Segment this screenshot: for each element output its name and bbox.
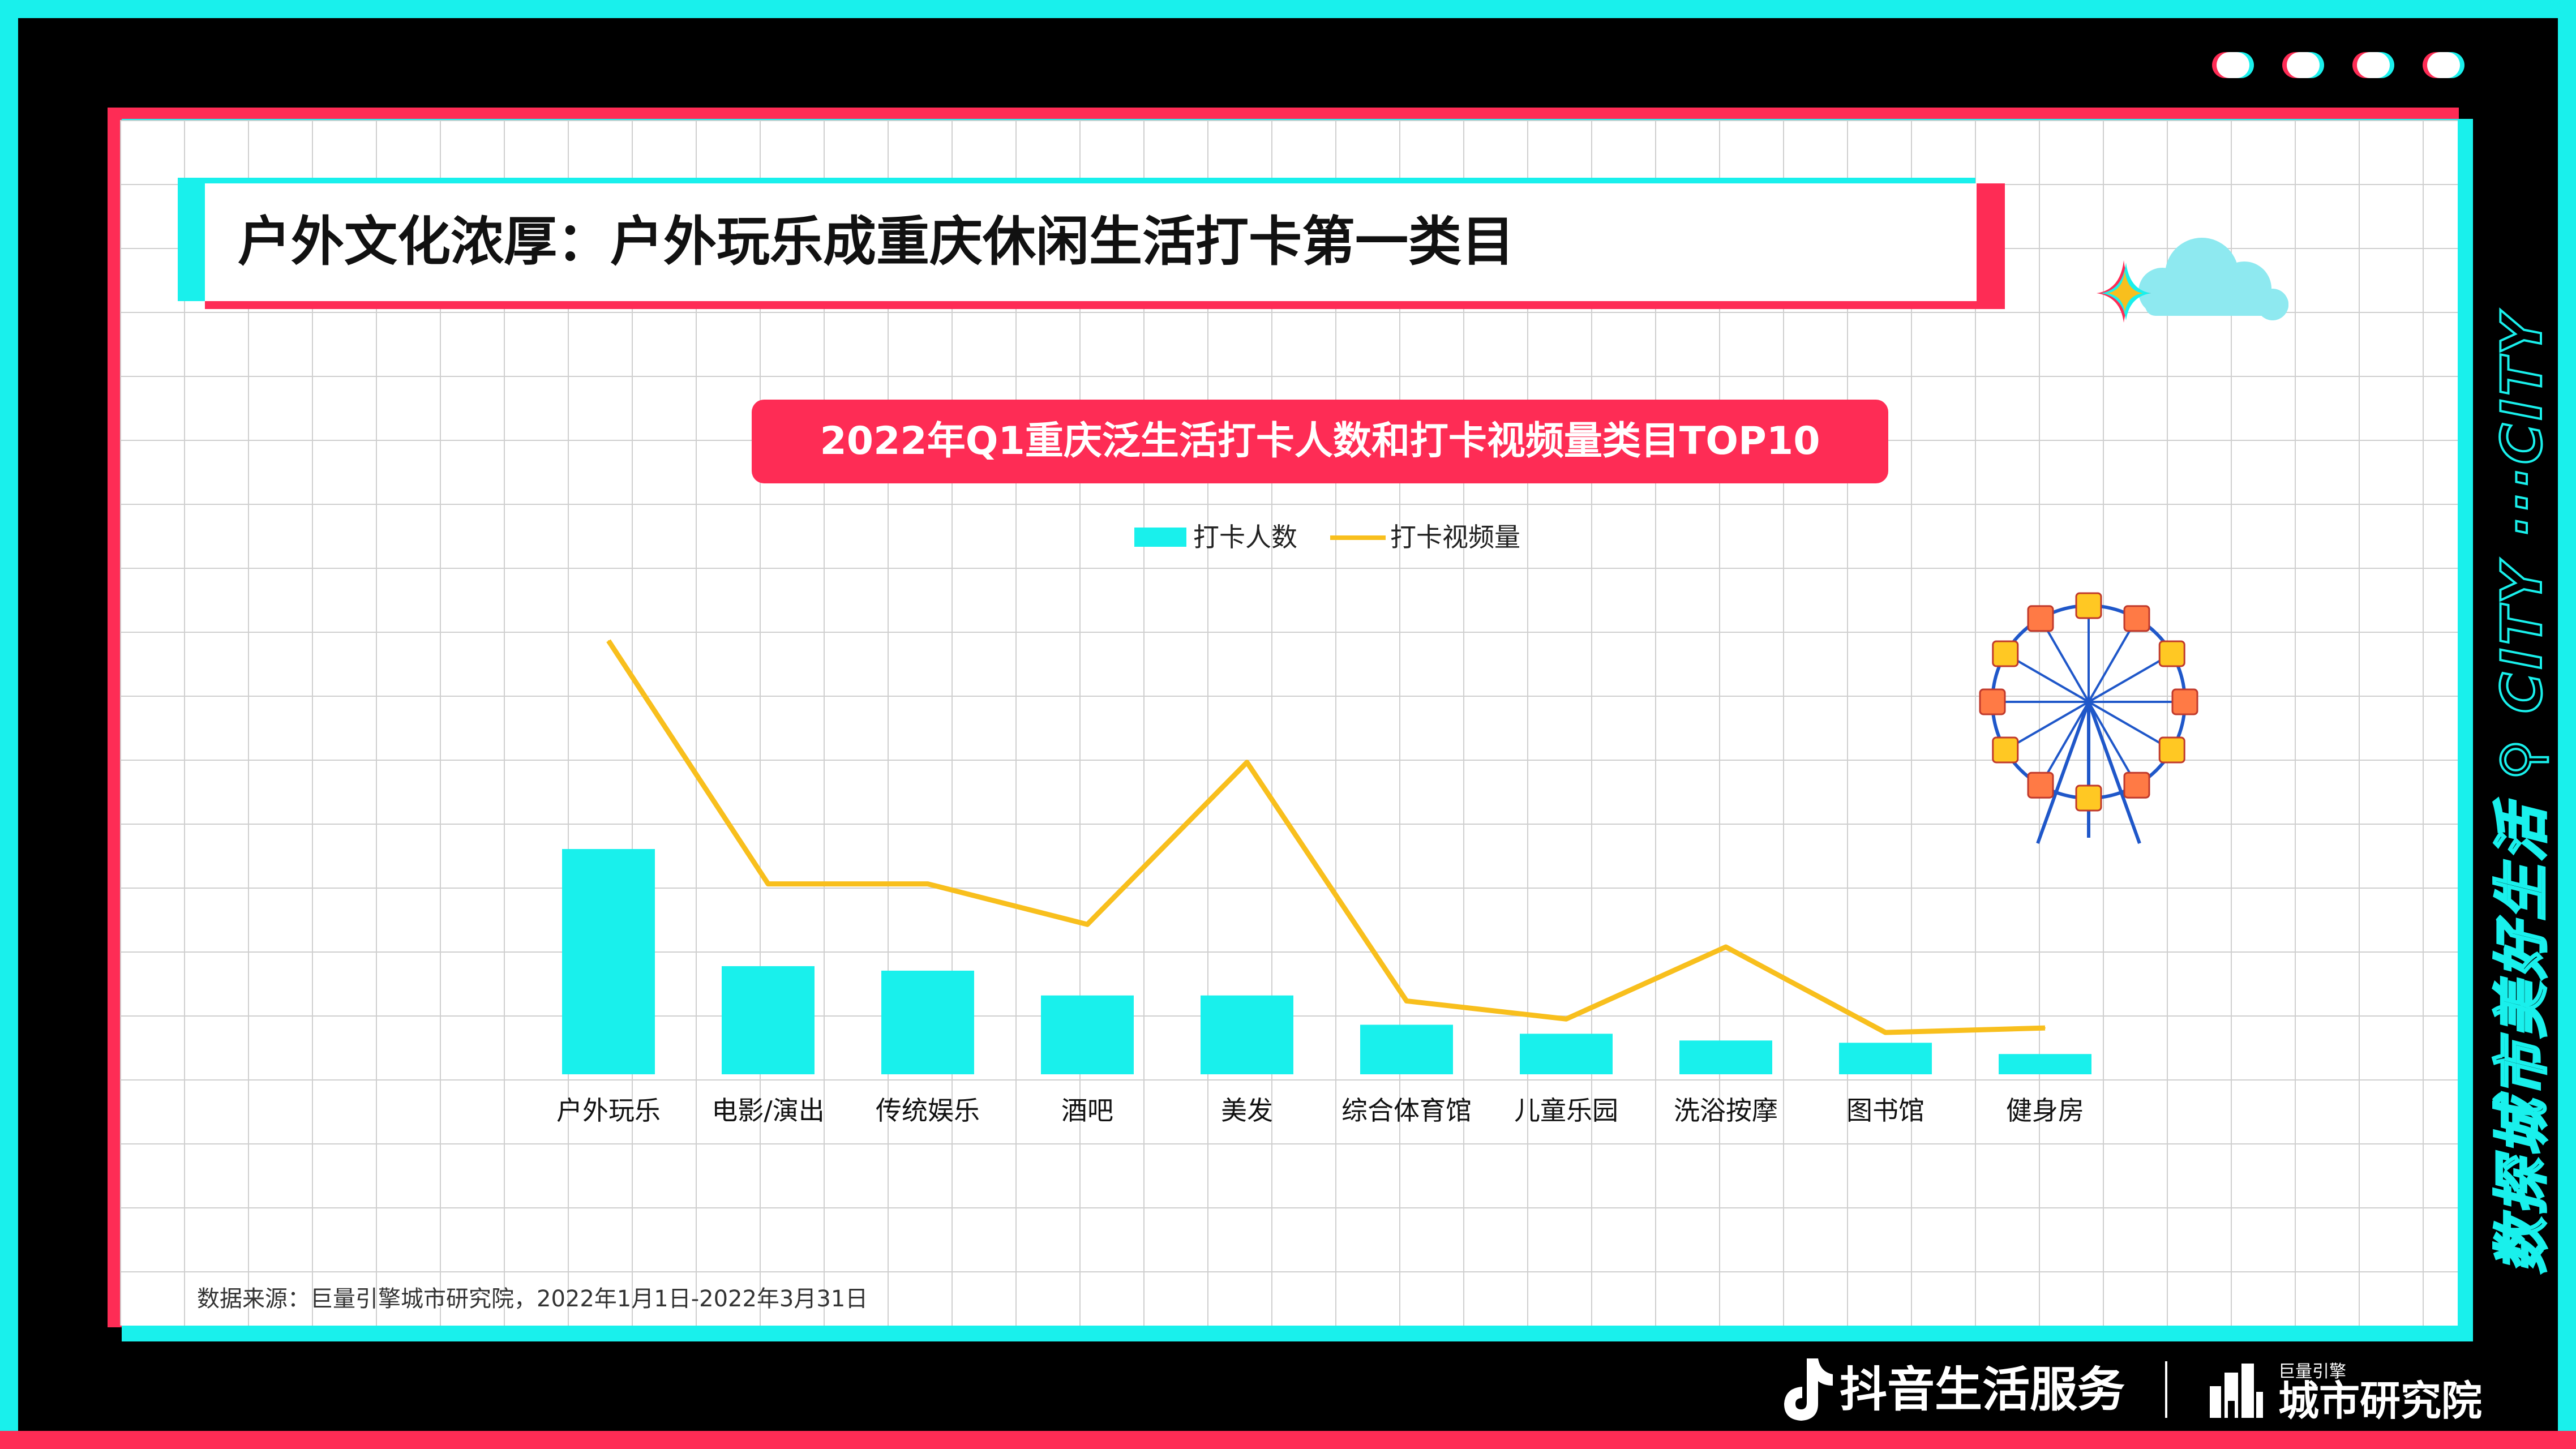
bar-9	[1999, 1054, 2091, 1074]
window-dot-2	[2287, 52, 2320, 78]
legend-swatch-visitors	[1134, 528, 1186, 547]
line-point-8	[1885, 1032, 1886, 1034]
title-box	[205, 183, 1977, 301]
line-point-6	[1566, 1018, 1567, 1020]
x-tick-label: 户外玩乐	[556, 1095, 661, 1126]
x-tick-label: 传统娱乐	[876, 1095, 980, 1126]
bar-0	[562, 849, 655, 1074]
x-tick-label: 综合体育馆	[1341, 1095, 1472, 1126]
building-icon	[2210, 1364, 2263, 1418]
bar-1	[722, 966, 815, 1074]
chart-panel	[120, 120, 2458, 1326]
chart-title: 2022年Q1重庆泛生活打卡人数和打卡视频量类目TOP10	[752, 400, 1888, 483]
brand-divider	[2165, 1361, 2167, 1418]
window-dot-3	[2357, 52, 2390, 78]
bar-8	[1839, 1043, 1932, 1074]
x-tick-label: 酒吧	[1061, 1095, 1113, 1126]
line-point-1	[768, 883, 769, 885]
bar-7	[1679, 1040, 1772, 1074]
brand-primary: 抖音生活服务	[1840, 1362, 2125, 1417]
brand-secondary-small: 巨量引擎	[2278, 1362, 2346, 1382]
x-tick-label: 美发	[1221, 1095, 1273, 1126]
side-banner-text: 数探城市美好生活 ⚲ CITY ···CITY	[2489, 310, 2556, 1275]
legend-label-visitors: 打卡人数	[1193, 522, 1297, 552]
legend-label-videos: 打卡视频量	[1390, 522, 1520, 552]
bar-6	[1520, 1034, 1613, 1074]
line-point-7	[1725, 946, 1726, 948]
x-tick-label: 电影/演出	[711, 1095, 825, 1126]
line-point-3	[1087, 924, 1088, 925]
window-dot-4	[2427, 52, 2460, 78]
bar-3	[1041, 995, 1134, 1074]
frame-top	[0, 0, 2576, 18]
cloud-icon	[2097, 238, 2288, 323]
brand-secondary: 城市研究院	[2278, 1377, 2483, 1425]
line-point-5	[1406, 1000, 1407, 1002]
line-point-2	[927, 883, 928, 885]
x-tick-label: 儿童乐园	[1514, 1095, 1618, 1126]
sparkle-icon	[2097, 260, 2151, 323]
line-point-9	[2044, 1027, 2046, 1029]
x-tick-label: 洗浴按摩	[1674, 1095, 1778, 1126]
ferris-wheel-icon	[1979, 592, 2198, 844]
legend-swatch-videos	[1330, 535, 1386, 540]
frame-bottom	[0, 1431, 2576, 1449]
tiktok-note-icon	[1784, 1358, 1833, 1421]
window-dot-1	[2217, 52, 2249, 78]
frame-right	[2558, 0, 2576, 1449]
bar-5	[1360, 1024, 1453, 1074]
line-point-0	[608, 640, 609, 641]
x-tick-label: 健身房	[2006, 1095, 2084, 1126]
frame-left	[0, 0, 18, 1449]
data-source-note: 数据来源：巨量引擎城市研究院，2022年1月1日-2022年3月31日	[197, 1286, 868, 1312]
series-line-videos	[606, 639, 2046, 1035]
x-tick-label: 图书馆	[1846, 1095, 1925, 1126]
bar-4	[1201, 995, 1293, 1074]
bar-2	[881, 970, 974, 1074]
line-point-4	[1246, 761, 1248, 763]
page-title: 户外文化浓厚：户外玩乐成重庆休闲生活打卡第一类目	[238, 211, 1515, 273]
